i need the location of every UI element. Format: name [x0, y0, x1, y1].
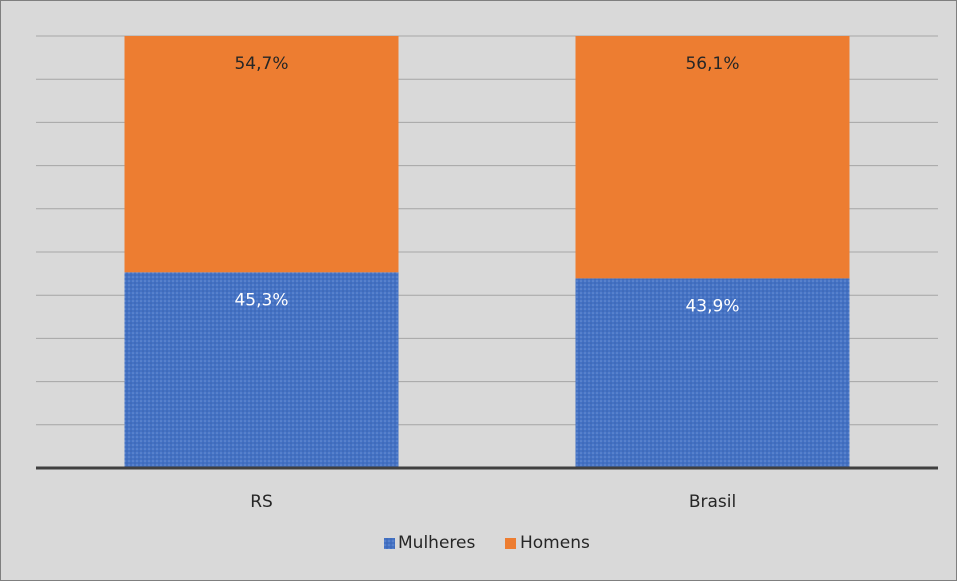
data-labels: 45,3% 54,7% 43,9% 56,1% — [234, 54, 739, 316]
x-tick-label-rs: RS — [250, 492, 273, 512]
legend-label-mulheres: Mulheres — [398, 533, 475, 553]
legend-swatch-homens — [505, 538, 516, 549]
data-label-mulheres-rs: 45,3% — [234, 290, 288, 310]
data-label-mulheres-brasil: 43,9% — [685, 296, 739, 316]
legend: Mulheres Homens — [384, 533, 590, 553]
x-axis: RS Brasil — [36, 466, 938, 512]
data-label-homens-rs: 54,7% — [234, 54, 288, 74]
bar-mulheres-brasil — [575, 278, 850, 468]
bars — [124, 36, 850, 468]
x-tick-label-brasil: Brasil — [689, 492, 736, 512]
bar-mulheres-rs — [124, 272, 399, 468]
data-label-homens-brasil: 56,1% — [685, 54, 739, 74]
legend-label-homens: Homens — [520, 533, 590, 553]
bar-homens-rs — [124, 36, 399, 273]
bar-homens-brasil — [575, 36, 850, 279]
legend-swatch-mulheres — [384, 538, 395, 549]
